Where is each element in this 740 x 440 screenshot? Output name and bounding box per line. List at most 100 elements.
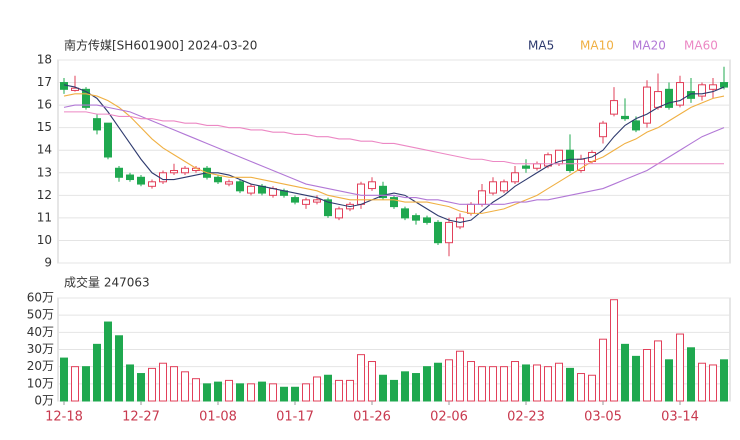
ma-line — [64, 111, 724, 165]
volume-bar — [115, 335, 123, 402]
candle-body — [159, 172, 167, 183]
legend-entry: MA10 — [580, 39, 614, 53]
candle-body — [82, 88, 90, 108]
candle-body — [390, 197, 398, 208]
candle-body — [599, 122, 607, 138]
volume-bar — [82, 366, 90, 402]
volume-bar — [720, 359, 728, 402]
volume-bar — [676, 333, 684, 402]
x-tick-label: 01-08 — [199, 410, 237, 425]
volume-bar — [291, 386, 299, 402]
candle-body — [720, 82, 728, 88]
candle-body — [148, 181, 156, 187]
x-tick-label: 03-05 — [584, 410, 622, 425]
candle-body — [236, 181, 244, 192]
volume-bar — [236, 383, 244, 402]
candle-body — [511, 172, 519, 183]
volume-bar — [588, 374, 596, 402]
candle-body — [170, 170, 178, 174]
volume-bar — [599, 338, 607, 402]
ma-line — [63, 84, 725, 223]
volume-bar — [511, 361, 519, 402]
volume-bar — [126, 364, 134, 402]
candle-body — [566, 149, 574, 172]
x-tick-label: 01-17 — [276, 410, 314, 425]
candle-body — [357, 183, 365, 205]
volume-bar — [654, 340, 662, 402]
y-tick-label: 9 — [44, 256, 52, 270]
candle-body — [247, 185, 255, 194]
volume-bar — [247, 383, 255, 402]
candle-body — [379, 185, 387, 199]
volume-bar — [302, 383, 310, 402]
volume-bar — [489, 366, 497, 402]
volume-bar — [280, 386, 288, 402]
volume-bar — [522, 364, 530, 402]
volume-bar — [434, 362, 442, 402]
volume-bar — [181, 371, 189, 402]
volume-bar — [643, 349, 651, 402]
x-tick-label: 01-26 — [353, 410, 391, 425]
candle-body — [654, 91, 662, 108]
volume-bar — [225, 379, 233, 402]
candle-body — [632, 120, 640, 131]
volume-bar — [170, 366, 178, 402]
x-tick-label: 12-27 — [122, 410, 160, 425]
volume-bar — [445, 359, 453, 402]
volume-bar — [555, 362, 563, 402]
volume-bar — [379, 374, 387, 402]
candle-body — [643, 86, 651, 124]
volume-bar — [456, 350, 464, 402]
y-tick-label: 18 — [37, 53, 52, 67]
y-tick-label: 11 — [37, 210, 52, 224]
candle-body — [104, 122, 112, 158]
chart-title: 南方传媒[SH601900] 2024-03-20 — [64, 38, 257, 53]
volume-bar — [544, 366, 552, 402]
volume-bar — [203, 383, 211, 402]
volume-bar — [390, 379, 398, 402]
volume-bar — [192, 378, 200, 402]
volume-bar — [137, 373, 145, 402]
volume-bar — [357, 354, 365, 402]
legend-entry: MA60 — [684, 39, 718, 53]
candle-body — [544, 154, 552, 167]
y-tick-label: 17 — [37, 75, 52, 89]
volume-bar — [709, 364, 717, 402]
volume-bar — [423, 366, 431, 402]
y-tick-label: 30万 — [27, 342, 54, 356]
candle-body — [93, 118, 101, 131]
volume-bar — [269, 383, 277, 402]
candle-body — [709, 84, 717, 90]
candle-body — [489, 181, 497, 194]
y-tick-label: 10万 — [27, 376, 54, 390]
y-tick-label: 40万 — [27, 325, 54, 339]
volume-bar — [60, 357, 68, 402]
candle-body — [467, 203, 475, 214]
ma-line — [63, 104, 725, 205]
y-tick-label: 14 — [37, 143, 52, 157]
candle-body — [313, 199, 321, 203]
candle-body — [676, 82, 684, 106]
volume-bar — [313, 376, 321, 402]
y-tick-label: 10 — [37, 233, 52, 247]
y-tick-label: 20万 — [27, 359, 54, 373]
volume-bar — [368, 361, 376, 402]
price-frame — [57, 59, 731, 264]
x-tick-label: 12-18 — [45, 410, 83, 425]
volume-bar — [258, 381, 266, 402]
candle-body — [665, 88, 673, 108]
volume-bar — [71, 366, 79, 402]
ma-line — [63, 93, 725, 214]
candle-body — [368, 181, 376, 190]
volume-bar — [566, 367, 574, 402]
y-tick-label: 12 — [37, 188, 52, 202]
volume-bar — [104, 321, 112, 402]
legend-entry: MA20 — [632, 39, 666, 53]
y-tick-label: 13 — [37, 165, 52, 179]
candle-body — [698, 84, 706, 97]
volume-bar — [610, 299, 618, 402]
volume-bar — [159, 362, 167, 402]
candle-body — [137, 176, 145, 185]
volume-bar — [93, 343, 101, 402]
volume-bar — [665, 359, 673, 402]
